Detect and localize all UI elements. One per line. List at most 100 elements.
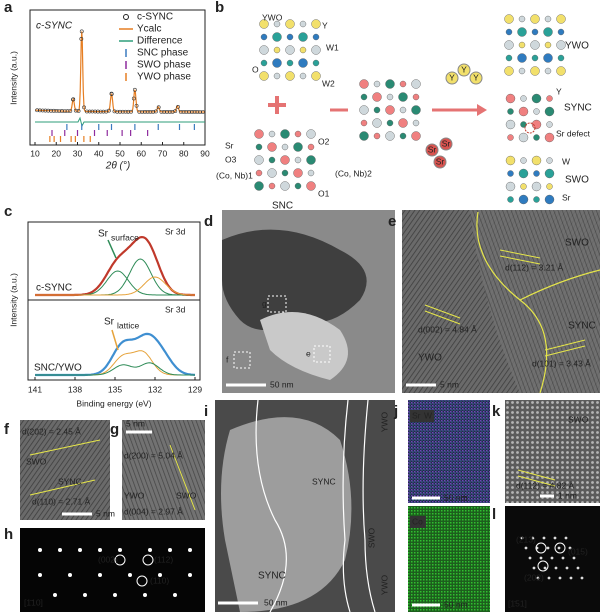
region-e	[470, 210, 600, 393]
label: YWO	[418, 353, 442, 364]
label: 135	[108, 384, 122, 394]
atom	[507, 108, 514, 115]
label: d(200) = 5.04 Å	[124, 450, 183, 460]
atom	[557, 28, 565, 36]
label: 129	[188, 384, 202, 394]
label: YWO phase	[137, 72, 191, 83]
atom	[307, 143, 315, 151]
atom	[517, 53, 527, 63]
sr-ion	[439, 137, 453, 151]
atom	[281, 169, 289, 177]
fft-spot	[539, 556, 543, 560]
atom	[311, 45, 321, 55]
atom	[505, 28, 513, 36]
label: Y	[473, 72, 479, 82]
atom	[556, 40, 566, 50]
fringe-guide	[424, 304, 461, 319]
label: SNC/YWO	[34, 363, 82, 374]
fringe-guide	[169, 444, 196, 511]
label: SNC	[272, 201, 293, 212]
observed-point	[181, 110, 186, 114]
observed-point	[132, 87, 137, 92]
label: Sr	[98, 229, 109, 240]
atom	[530, 14, 540, 24]
diffraction-spot	[68, 573, 72, 577]
atom	[359, 79, 369, 89]
fft-spot	[576, 566, 580, 570]
label: (002)	[98, 554, 118, 564]
atom	[517, 27, 527, 37]
observed-point	[126, 109, 131, 114]
observed-point	[148, 109, 153, 114]
atom	[557, 54, 565, 62]
diffraction-spot	[113, 593, 117, 597]
atom	[280, 129, 290, 139]
atom	[311, 71, 321, 81]
label: d(101) = 3.43 Å	[532, 358, 591, 368]
atom	[544, 15, 552, 23]
diffraction-spot	[148, 548, 152, 552]
label-bg	[410, 516, 426, 528]
observed-point	[79, 37, 84, 41]
spot-ring	[537, 560, 549, 572]
observed-point	[173, 109, 178, 114]
fft-spot	[542, 536, 546, 540]
atom	[533, 170, 540, 177]
diffraction-spot	[168, 548, 172, 552]
observed-point	[195, 110, 200, 114]
label: Sr defect	[556, 128, 591, 138]
fft-spot	[553, 536, 557, 540]
label: f	[4, 421, 10, 438]
label: Ycalc	[137, 24, 161, 35]
atom	[272, 58, 282, 68]
atom	[412, 93, 420, 101]
fft-spot	[524, 546, 528, 550]
arrow-head	[477, 104, 487, 116]
observed-point	[54, 109, 59, 113]
label: SYNC	[568, 321, 596, 332]
label: YWO	[262, 12, 283, 22]
diffraction-spot	[158, 573, 162, 577]
observed-point	[167, 110, 172, 114]
observed-point	[123, 109, 128, 114]
atom	[285, 45, 295, 55]
spot-ring	[142, 554, 154, 566]
observed-point	[129, 109, 133, 114]
atom	[505, 181, 516, 192]
atom	[507, 196, 514, 203]
atom	[520, 157, 527, 164]
atom	[543, 53, 553, 63]
atom	[505, 119, 516, 130]
boundary-i3	[362, 399, 376, 612]
label: (Co, Nb)2	[335, 168, 372, 178]
fringe-guide	[517, 475, 556, 487]
region-box	[233, 351, 251, 369]
fft-spot	[528, 556, 532, 560]
fft-spot	[569, 576, 573, 580]
atom	[398, 92, 408, 102]
label: Difference	[137, 36, 183, 47]
label: g	[110, 421, 119, 438]
atom	[285, 71, 295, 81]
particle-bright	[260, 312, 348, 380]
atom	[411, 79, 421, 89]
label: 50 nm	[444, 599, 468, 609]
label: f	[226, 354, 229, 364]
label: i	[204, 403, 208, 420]
atom	[373, 132, 381, 140]
legend-symbol	[123, 14, 129, 20]
fft-spot	[558, 576, 562, 580]
fft-spot	[554, 566, 558, 570]
atom	[267, 142, 277, 152]
label: Y	[556, 86, 562, 96]
observed-point	[118, 109, 122, 114]
label: 132	[148, 384, 162, 394]
label: Sr	[428, 144, 437, 154]
y-ion	[457, 63, 471, 77]
atom	[260, 33, 268, 41]
label: a	[4, 0, 13, 16]
atom	[373, 80, 381, 88]
label: W1	[326, 42, 339, 52]
label: [1̄51]	[508, 598, 527, 608]
